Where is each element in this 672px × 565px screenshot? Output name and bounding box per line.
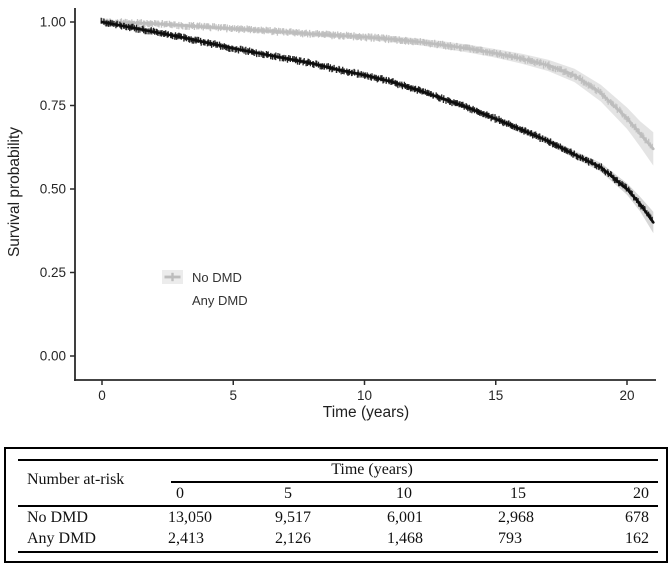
- table-col-header: 20: [633, 485, 649, 502]
- table-row-label: No DMD: [27, 509, 88, 526]
- table-group-header: Time (years): [331, 461, 413, 478]
- legend: No DMD Any DMD: [162, 270, 248, 316]
- ci-band-no-dmd: [102, 22, 654, 234]
- table-cell: 678: [625, 509, 649, 526]
- table-cell: 6,001: [387, 509, 423, 526]
- table-cell: 1,468: [387, 530, 423, 547]
- table-corner-label: Number at-risk: [27, 471, 125, 488]
- censor-marks-no-dmd: [100, 17, 653, 223]
- number-at-risk-table: Time (years) Number at-risk 0 5 10 15 20…: [4, 447, 668, 563]
- table-cell: 2,126: [275, 530, 311, 547]
- table-row-label: Any DMD: [27, 530, 96, 547]
- y-tick-label: 0.25: [40, 265, 66, 280]
- table-cell: 793: [498, 530, 522, 547]
- survival-curve-any-dmd: [100, 20, 655, 151]
- y-tick-label: 0.75: [40, 98, 66, 113]
- table-col-header: 0: [176, 485, 184, 502]
- x-axis-title: Time (years): [322, 404, 410, 421]
- x-tick-label: 10: [357, 388, 372, 403]
- table-cell: 9,517: [275, 509, 311, 526]
- x-tick-label: 15: [488, 388, 503, 403]
- table-top-rule: [18, 459, 658, 461]
- table-col-header: 10: [396, 485, 412, 502]
- table-col-header: 15: [510, 485, 526, 502]
- table-subheader-rule: [171, 481, 658, 483]
- y-axis-title: Survival probability: [6, 126, 23, 258]
- legend-label-no-dmd: No DMD: [192, 270, 242, 285]
- ci-band-any-dmd: [102, 22, 654, 166]
- table-bottom-rule: [18, 551, 658, 553]
- legend-label-any-dmd: Any DMD: [192, 293, 248, 308]
- table-mid-rule: [18, 505, 658, 507]
- table-cell: 2,413: [168, 530, 204, 547]
- y-tick-label: 0.00: [40, 349, 66, 364]
- table-col-header: 5: [284, 485, 292, 502]
- survival-curve-no-dmd: [100, 20, 655, 224]
- y-tick-label: 1.00: [40, 15, 66, 30]
- table-cell: 13,050: [168, 509, 212, 526]
- legend-entry-any-dmd: Any DMD: [162, 270, 248, 308]
- x-tick-label: 5: [229, 388, 237, 403]
- x-tick-label: 0: [98, 388, 106, 403]
- table-cell: 2,968: [498, 509, 534, 526]
- any-dmd-key-icon: [162, 270, 183, 308]
- table-cell: 162: [625, 530, 649, 547]
- x-tick-label: 20: [619, 388, 634, 403]
- y-tick-label: 0.50: [40, 182, 66, 197]
- survival-plot: 1.00 0.75 0.50 0.25 0.00 0 5 10 15 20: [40, 8, 656, 403]
